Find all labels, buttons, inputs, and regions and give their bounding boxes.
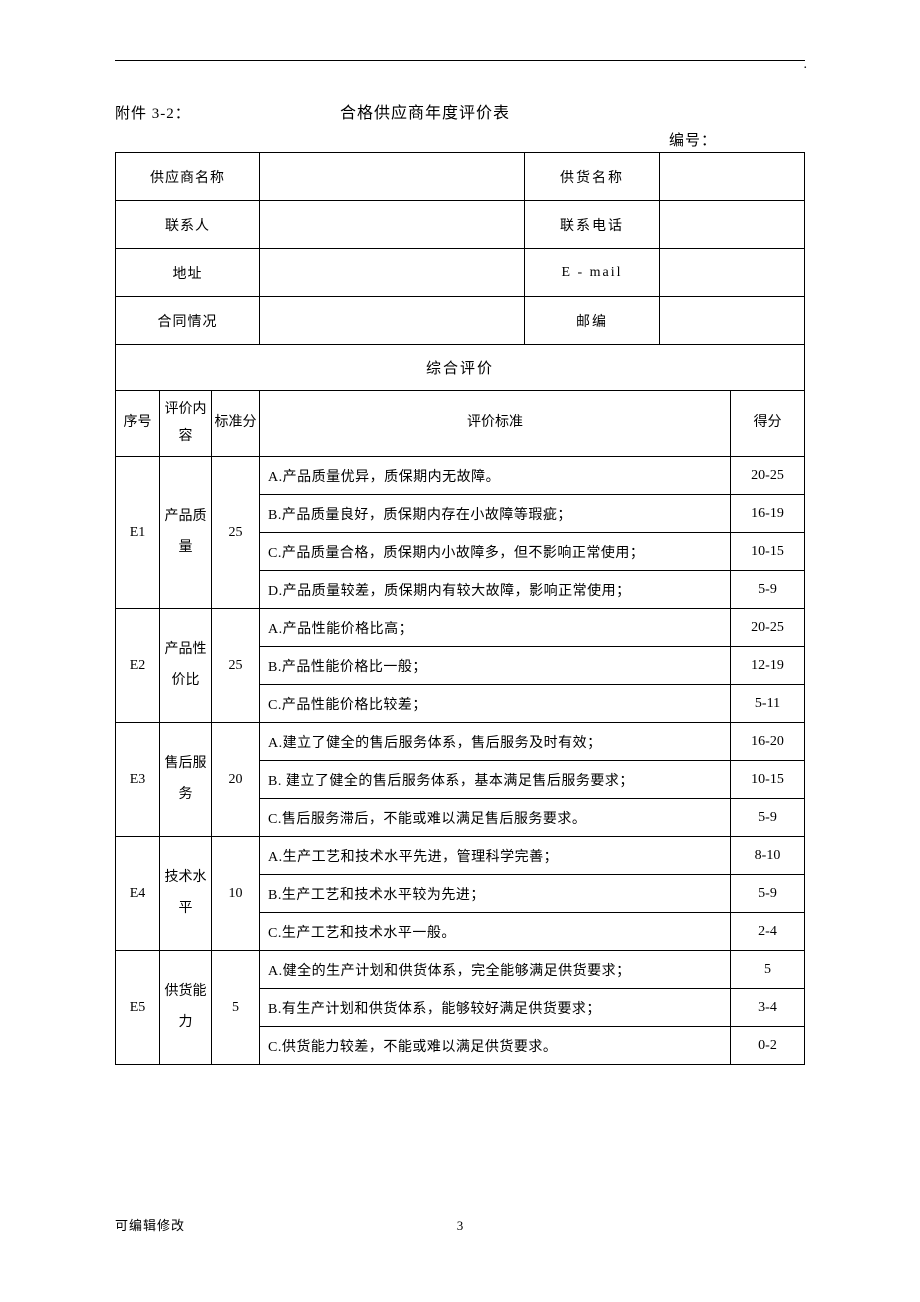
info-row: 供应商名称 供货名称 bbox=[116, 153, 805, 201]
header-row: 附件 3-2： 合格供应商年度评价表 bbox=[115, 99, 805, 123]
eval-content: 产品性价比 bbox=[160, 609, 212, 723]
eval-content: 供货能力 bbox=[160, 951, 212, 1065]
header-content: 评价内容 bbox=[160, 391, 212, 457]
eval-header-row: 序号 评价内容 标准分 评价标准 得分 bbox=[116, 391, 805, 457]
eval-criteria: B.产品性能价格比一般； bbox=[260, 647, 731, 685]
document-title: 合格供应商年度评价表 bbox=[340, 99, 510, 123]
eval-criteria: D.产品质量较差，质保期内有较大故障，影响正常使用； bbox=[260, 571, 731, 609]
info-value-contact bbox=[260, 201, 525, 249]
eval-row: E3售后服务20A.建立了健全的售后服务体系，售后服务及时有效；16-20 bbox=[116, 723, 805, 761]
info-label-address: 地址 bbox=[116, 249, 260, 297]
info-label-supplier-name: 供应商名称 bbox=[116, 153, 260, 201]
eval-criteria: A.建立了健全的售后服务体系，售后服务及时有效； bbox=[260, 723, 731, 761]
eval-content: 产品质量 bbox=[160, 457, 212, 609]
eval-row: E4技术水平10A.生产工艺和技术水平先进，管理科学完善；8-10 bbox=[116, 837, 805, 875]
eval-score: 3-4 bbox=[731, 989, 805, 1027]
header-stdscore: 标准分 bbox=[212, 391, 260, 457]
info-value-zip bbox=[660, 297, 805, 345]
eval-row: E5供货能力5A.健全的生产计划和供货体系，完全能够满足供货要求；5 bbox=[116, 951, 805, 989]
info-value-contract bbox=[260, 297, 525, 345]
info-label-zip: 邮编 bbox=[525, 297, 660, 345]
eval-criteria: B.有生产计划和供货体系，能够较好满足供货要求； bbox=[260, 989, 731, 1027]
eval-criteria: B.产品质量良好，质保期内存在小故障等瑕疵； bbox=[260, 495, 731, 533]
eval-criteria: B. 建立了健全的售后服务体系，基本满足售后服务要求； bbox=[260, 761, 731, 799]
eval-seq: E3 bbox=[116, 723, 160, 837]
eval-row: E2产品性价比25A.产品性能价格比高；20-25 bbox=[116, 609, 805, 647]
eval-criteria: C.产品性能价格比较差； bbox=[260, 685, 731, 723]
eval-stdscore: 5 bbox=[212, 951, 260, 1065]
eval-criteria: A.产品性能价格比高； bbox=[260, 609, 731, 647]
eval-score: 10-15 bbox=[731, 533, 805, 571]
eval-score: 16-20 bbox=[731, 723, 805, 761]
eval-seq: E2 bbox=[116, 609, 160, 723]
footer-page-number: 3 bbox=[457, 1218, 464, 1234]
eval-content: 售后服务 bbox=[160, 723, 212, 837]
header-seq: 序号 bbox=[116, 391, 160, 457]
eval-score: 5-11 bbox=[731, 685, 805, 723]
info-value-phone bbox=[660, 201, 805, 249]
eval-criteria: A.产品质量优异，质保期内无故障。 bbox=[260, 457, 731, 495]
info-label-goods-name: 供货名称 bbox=[525, 153, 660, 201]
eval-seq: E1 bbox=[116, 457, 160, 609]
eval-criteria: B.生产工艺和技术水平较为先进； bbox=[260, 875, 731, 913]
eval-score: 12-19 bbox=[731, 647, 805, 685]
eval-score: 5-9 bbox=[731, 571, 805, 609]
eval-criteria: A.健全的生产计划和供货体系，完全能够满足供货要求； bbox=[260, 951, 731, 989]
eval-criteria: A.生产工艺和技术水平先进，管理科学完善； bbox=[260, 837, 731, 875]
eval-score: 5-9 bbox=[731, 799, 805, 837]
eval-criteria: C.生产工艺和技术水平一般。 bbox=[260, 913, 731, 951]
info-label-email: E - mail bbox=[525, 249, 660, 297]
header-criteria: 评价标准 bbox=[260, 391, 731, 457]
serial-number-label: 编号： bbox=[115, 129, 805, 150]
eval-score: 20-25 bbox=[731, 609, 805, 647]
top-rule bbox=[115, 60, 805, 61]
eval-seq: E4 bbox=[116, 837, 160, 951]
section-header: 综合评价 bbox=[116, 345, 805, 391]
footer: 可编辑修改 3 bbox=[115, 1215, 805, 1234]
eval-score: 10-15 bbox=[731, 761, 805, 799]
footer-editable-label: 可编辑修改 bbox=[115, 1218, 185, 1233]
eval-stdscore: 20 bbox=[212, 723, 260, 837]
info-value-supplier-name bbox=[260, 153, 525, 201]
eval-criteria: C.售后服务滞后，不能或难以满足售后服务要求。 bbox=[260, 799, 731, 837]
info-value-goods-name bbox=[660, 153, 805, 201]
eval-stdscore: 25 bbox=[212, 609, 260, 723]
info-label-phone: 联系电话 bbox=[525, 201, 660, 249]
attachment-label: 附件 3-2： bbox=[115, 102, 340, 123]
eval-criteria: C.产品质量合格，质保期内小故障多，但不影响正常使用； bbox=[260, 533, 731, 571]
eval-score: 16-19 bbox=[731, 495, 805, 533]
eval-row: E1产品质量25A.产品质量优异，质保期内无故障。20-25 bbox=[116, 457, 805, 495]
eval-score: 8-10 bbox=[731, 837, 805, 875]
info-row: 地址 E - mail bbox=[116, 249, 805, 297]
eval-score: 20-25 bbox=[731, 457, 805, 495]
evaluation-table: 供应商名称 供货名称 联系人 联系电话 地址 E - mail 合同情况 邮编 bbox=[115, 152, 805, 1065]
header-score: 得分 bbox=[731, 391, 805, 457]
eval-score: 5 bbox=[731, 951, 805, 989]
eval-seq: E5 bbox=[116, 951, 160, 1065]
eval-stdscore: 25 bbox=[212, 457, 260, 609]
eval-criteria: C.供货能力较差，不能或难以满足供货要求。 bbox=[260, 1027, 731, 1065]
eval-score: 2-4 bbox=[731, 913, 805, 951]
info-row: 合同情况 邮编 bbox=[116, 297, 805, 345]
info-label-contract: 合同情况 bbox=[116, 297, 260, 345]
info-label-contact: 联系人 bbox=[116, 201, 260, 249]
eval-score: 5-9 bbox=[731, 875, 805, 913]
info-value-address bbox=[260, 249, 525, 297]
info-row: 联系人 联系电话 bbox=[116, 201, 805, 249]
info-value-email bbox=[660, 249, 805, 297]
eval-content: 技术水平 bbox=[160, 837, 212, 951]
eval-score: 0-2 bbox=[731, 1027, 805, 1065]
eval-stdscore: 10 bbox=[212, 837, 260, 951]
